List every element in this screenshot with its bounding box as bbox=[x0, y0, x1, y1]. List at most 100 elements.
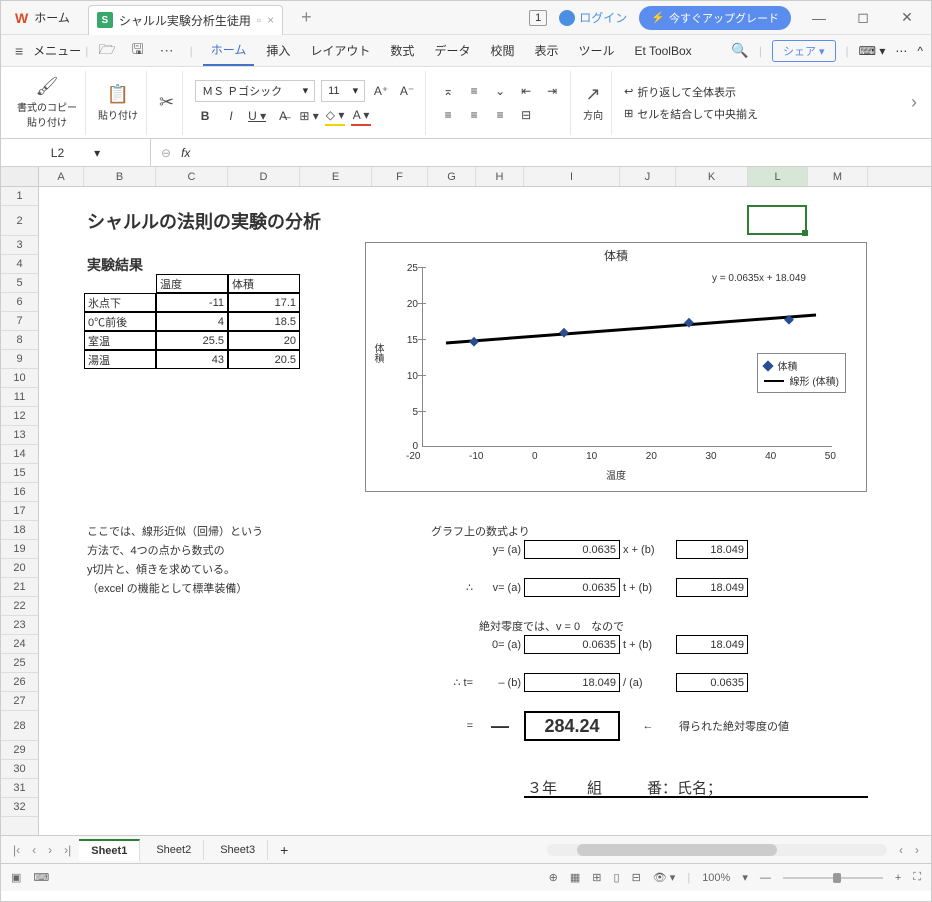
fx-icon[interactable]: fx bbox=[181, 146, 190, 160]
view-page-icon[interactable]: ▯ bbox=[614, 871, 620, 884]
ribbon-cut[interactable]: ✂ bbox=[151, 71, 183, 135]
indent-dec-icon[interactable]: ⇤ bbox=[516, 81, 536, 101]
cell-J21[interactable]: t + (b) bbox=[620, 578, 676, 597]
decrease-font-icon[interactable]: A⁻ bbox=[397, 81, 417, 101]
cell-I31[interactable]: ３年 組 番：氏名； bbox=[524, 779, 868, 798]
view-break-icon[interactable]: ⊟ bbox=[632, 871, 641, 884]
align-middle-icon[interactable]: ≡ bbox=[464, 81, 484, 101]
tab-insert[interactable]: 挿入 bbox=[258, 36, 298, 65]
row-header-24[interactable]: 24 bbox=[1, 635, 38, 654]
tab-next-icon[interactable]: › bbox=[44, 843, 56, 857]
col-header-L[interactable]: L bbox=[748, 167, 808, 186]
cell-K28[interactable]: 得られた絶対零度の値 bbox=[676, 711, 868, 741]
row-header-3[interactable]: 3 bbox=[1, 236, 38, 255]
cell-C8[interactable]: 25.5 bbox=[156, 331, 228, 350]
row-header-11[interactable]: 11 bbox=[1, 388, 38, 407]
col-header-M[interactable]: M bbox=[808, 167, 868, 186]
row-header-15[interactable]: 15 bbox=[1, 464, 38, 483]
col-header-I[interactable]: I bbox=[524, 167, 620, 186]
cell-B19[interactable]: 方法で、4つの点から数式の bbox=[84, 540, 300, 559]
view-eye-icon[interactable]: 👁 ▾ bbox=[653, 871, 676, 884]
cell-K26[interactable]: 0.0635 bbox=[676, 673, 748, 692]
tab-close-icon[interactable]: × bbox=[267, 13, 274, 27]
cell-C7[interactable]: 4 bbox=[156, 312, 228, 331]
cell-J28[interactable]: ← bbox=[620, 711, 676, 741]
search-icon[interactable]: 🔍 bbox=[731, 42, 748, 59]
cell-H21[interactable]: v= (a) bbox=[476, 578, 524, 597]
cell-H28[interactable]: — bbox=[476, 711, 524, 741]
col-header-C[interactable]: C bbox=[156, 167, 228, 186]
tab-last-icon[interactable]: ›| bbox=[60, 843, 75, 857]
cell-H26[interactable]: – (b) bbox=[476, 673, 524, 692]
cell-K21[interactable]: 18.049 bbox=[676, 578, 748, 597]
ribbon-paste[interactable]: 📋 貼り付け bbox=[90, 71, 147, 135]
row-header-18[interactable]: 18 bbox=[1, 521, 38, 540]
more-menu-icon[interactable]: ⋯ bbox=[895, 44, 907, 58]
fill-color-button[interactable]: ◇ ▾ bbox=[325, 106, 345, 126]
cell-J19[interactable]: x + (b) bbox=[620, 540, 676, 559]
col-header-K[interactable]: K bbox=[676, 167, 748, 186]
row-header-19[interactable]: 19 bbox=[1, 540, 38, 559]
border-button[interactable]: ⊞ ▾ bbox=[299, 106, 319, 126]
sheet-tab-3[interactable]: Sheet3 bbox=[208, 840, 268, 860]
row-header-6[interactable]: 6 bbox=[1, 293, 38, 312]
zoom-in-button[interactable]: + bbox=[895, 872, 901, 884]
cancel-formula-icon[interactable]: ⊖ bbox=[161, 146, 171, 160]
device-icon[interactable]: ⌨ ▾ bbox=[859, 44, 886, 58]
cell-B20[interactable]: y切片と、傾きを求めている。 bbox=[84, 559, 300, 578]
fullscreen-icon[interactable]: ⛶ bbox=[913, 871, 921, 884]
cell-D5[interactable]: 体積 bbox=[228, 274, 300, 293]
horizontal-scrollbar[interactable] bbox=[547, 844, 887, 856]
tab-first-icon[interactable]: |‹ bbox=[9, 843, 24, 857]
formula-input[interactable] bbox=[200, 145, 800, 160]
view-normal-icon[interactable]: ⊞ bbox=[592, 871, 601, 884]
cell-I21[interactable]: 0.0635 bbox=[524, 578, 620, 597]
row-header-2[interactable]: 2 bbox=[1, 206, 38, 236]
hscroll-right-icon[interactable]: › bbox=[911, 843, 923, 857]
row-header-23[interactable]: 23 bbox=[1, 616, 38, 635]
row-header-22[interactable]: 22 bbox=[1, 597, 38, 616]
cell-G26[interactable]: ∴ t= bbox=[428, 673, 476, 692]
tab-prev-icon[interactable]: ‹ bbox=[28, 843, 40, 857]
cell-D6[interactable]: 17.1 bbox=[228, 293, 300, 312]
indent-inc-icon[interactable]: ⇥ bbox=[542, 81, 562, 101]
collapse-ribbon-icon[interactable]: ^ bbox=[917, 44, 923, 58]
row-header-25[interactable]: 25 bbox=[1, 654, 38, 673]
merge-icon[interactable]: ⊟ bbox=[516, 105, 536, 125]
new-tab-button[interactable]: + bbox=[301, 7, 312, 28]
cell-C9[interactable]: 43 bbox=[156, 350, 228, 369]
col-header-A[interactable]: A bbox=[39, 167, 84, 186]
cell-D7[interactable]: 18.5 bbox=[228, 312, 300, 331]
align-center-icon[interactable]: ≡ bbox=[464, 105, 484, 125]
cells-area[interactable]: 体積 体積 y = 0.0635x + 18.049 25 bbox=[39, 187, 931, 835]
row-header-31[interactable]: 31 bbox=[1, 779, 38, 798]
bold-button[interactable]: B bbox=[195, 106, 215, 126]
ribbon-direction[interactable]: ↗ 方向 bbox=[575, 71, 612, 135]
tab-home[interactable]: ホーム bbox=[203, 35, 255, 66]
merge-center-button[interactable]: ⊞セルを結合して中央揃え bbox=[624, 106, 758, 122]
cell-I24[interactable]: 0.0635 bbox=[524, 635, 620, 654]
wrap-text-button[interactable]: ↩折り返して全体表示 bbox=[624, 84, 758, 100]
cell-B6[interactable]: 氷点下 bbox=[84, 293, 156, 312]
row-header-20[interactable]: 20 bbox=[1, 559, 38, 578]
cell-G28[interactable]: = bbox=[428, 711, 476, 741]
window-counter[interactable]: 1 bbox=[529, 10, 547, 26]
tab-ettoolbox[interactable]: Et ToolBox bbox=[627, 38, 700, 64]
tab-formula[interactable]: 数式 bbox=[382, 36, 422, 65]
row-header-14[interactable]: 14 bbox=[1, 445, 38, 464]
ribbon-scroll-right-icon[interactable]: › bbox=[905, 92, 923, 113]
row-header-26[interactable]: 26 bbox=[1, 673, 38, 692]
cell-D8[interactable]: 20 bbox=[228, 331, 300, 350]
tab-view[interactable]: 表示 bbox=[526, 36, 566, 65]
zoom-value[interactable]: 100% bbox=[702, 872, 730, 884]
underline-button[interactable]: U ▾ bbox=[247, 106, 267, 126]
tab-layout[interactable]: レイアウト bbox=[302, 36, 378, 65]
cell-B2[interactable]: シャルルの法則の実験の分析 bbox=[84, 206, 428, 236]
status-icon-2[interactable]: ⌨ bbox=[33, 871, 49, 884]
row-header-28[interactable]: 28 bbox=[1, 711, 38, 741]
menu-label[interactable]: メニュー bbox=[33, 42, 81, 59]
app-home-tab[interactable]: W ホーム bbox=[1, 1, 84, 34]
cell-I28[interactable]: 284.24 bbox=[524, 711, 620, 741]
cell-H23[interactable]: 絶対零度では、v = 0 なので bbox=[476, 616, 748, 635]
status-center-icon[interactable]: ⊕ bbox=[549, 871, 558, 884]
